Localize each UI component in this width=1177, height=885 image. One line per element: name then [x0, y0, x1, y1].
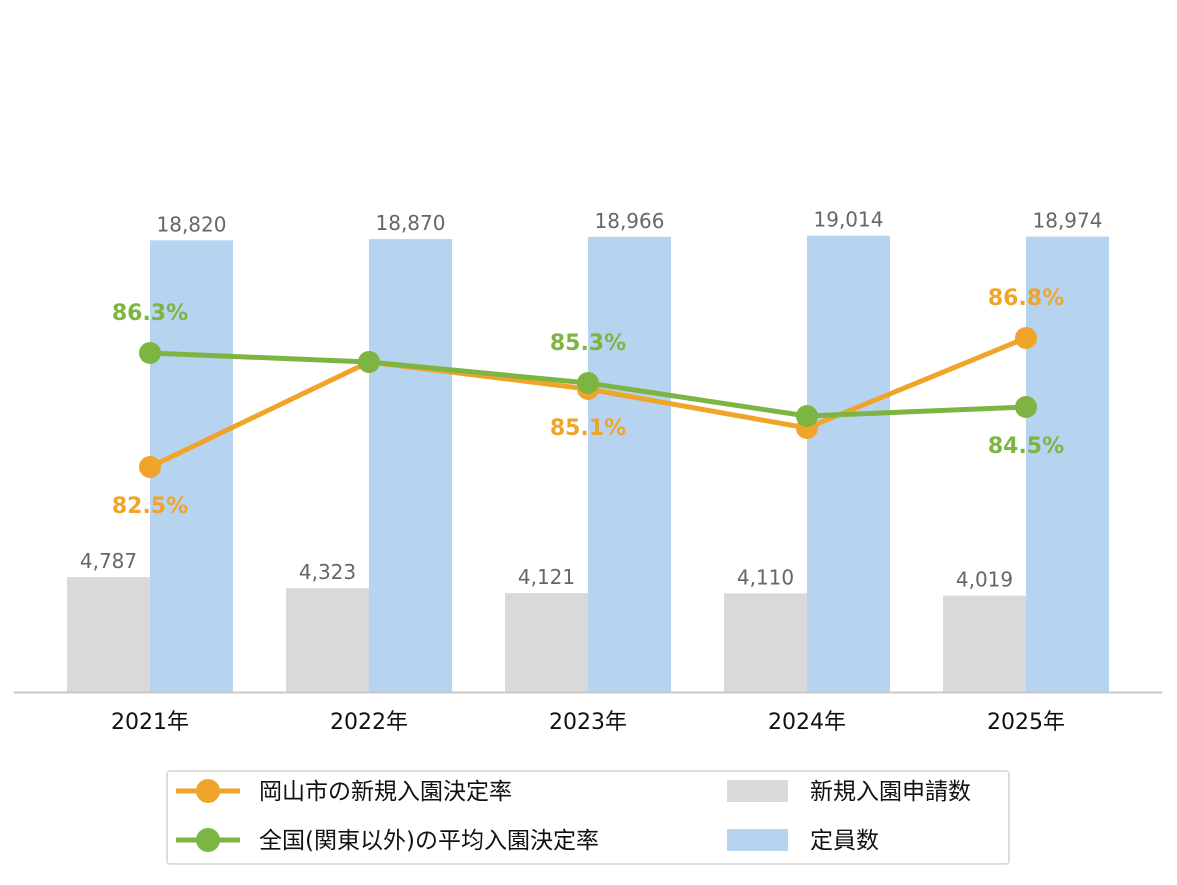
bars-layer [67, 235, 1109, 693]
bar-applications-4 [943, 595, 1026, 692]
line-point-3-2 [577, 372, 599, 394]
bar-capacity-1 [369, 239, 452, 692]
rate-value-label: 82.5% [112, 494, 188, 519]
bar-capacity-3 [807, 235, 890, 692]
x-axis: 2021年 2022年 2023年 2024年 2025年 [14, 691, 1162, 735]
legend-bar-swatch [727, 829, 788, 851]
bar-applications-1 [286, 588, 369, 692]
rate-value-label: 84.5% [988, 434, 1064, 459]
bar-capacity-2 [588, 236, 671, 693]
bar-value-label: 18,820 [157, 212, 227, 236]
x-tick-label: 2025年 [987, 710, 1065, 735]
line-point-2-0 [139, 456, 161, 478]
bar-value-label: 4,110 [737, 565, 794, 589]
bar-value-label: 4,121 [518, 565, 575, 589]
x-tick-label: 2022年 [330, 710, 408, 735]
bar-value-label: 18,870 [376, 211, 446, 235]
bar-capacity-0 [150, 240, 233, 692]
bar-value-label: 19,014 [814, 208, 884, 232]
legend-label: 全国(関東以外)の平均入園決定率 [259, 828, 599, 854]
lines-layer [139, 327, 1037, 478]
legend-label: 定員数 [810, 828, 879, 854]
legend-marker [196, 779, 220, 803]
line-point-2-4 [1015, 327, 1037, 349]
bar-value-label: 4,323 [299, 560, 356, 584]
bar-value-label: 18,966 [595, 209, 665, 233]
legend-label: 新規入園申請数 [810, 779, 971, 805]
legend-label: 岡山市の新規入園決定率 [259, 779, 512, 805]
labels-layer: 4,787 4,323 4,121 4,110 4,019 18,820 18,870 18,… [80, 208, 1103, 592]
x-tick-label: 2021年 [111, 710, 189, 735]
line-point-3-1 [358, 351, 380, 373]
rate-value-label: 86.8% [988, 286, 1064, 311]
bar-value-label: 4,019 [956, 568, 1013, 592]
x-tick-label: 2024年 [768, 710, 846, 735]
bar-value-label: 18,974 [1033, 209, 1103, 233]
x-tick-label: 2023年 [549, 710, 627, 735]
bar-capacity-4 [1026, 236, 1109, 692]
line-point-3-4 [1015, 396, 1037, 418]
rate-value-label: 85.1% [550, 416, 626, 441]
legend-box [166, 770, 1010, 865]
bar-applications-2 [505, 593, 588, 692]
bar-value-label: 4,787 [80, 549, 137, 573]
line-point-3-3 [796, 405, 818, 427]
legend-bar-swatch [727, 780, 788, 802]
rate-value-label: 85.3% [550, 331, 626, 356]
bar-applications-3 [724, 593, 807, 692]
legend-marker [196, 828, 220, 852]
bar-applications-0 [67, 577, 150, 692]
line-point-3-0 [139, 342, 161, 364]
rate-value-label: 86.3% [112, 301, 188, 326]
